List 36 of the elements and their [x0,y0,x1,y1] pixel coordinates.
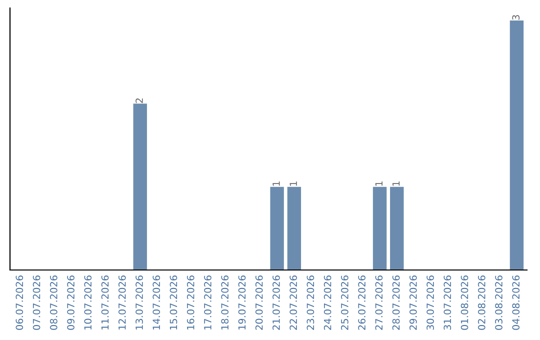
data-label: 2 [136,98,143,103]
x-tick-label: 07.07.2026 [32,275,40,330]
x-tick-label: 20.07.2026 [255,275,263,330]
x-tick-label: 14.07.2026 [152,275,160,330]
x-tick-label: 28.07.2026 [392,275,400,330]
x-tick-label: 01.08.2026 [460,275,468,330]
x-tick-label: 13.07.2026 [136,275,143,330]
x-tick-label: 12.07.2026 [118,275,126,330]
data-label: 1 [272,182,280,186]
data-label: 1 [290,182,297,186]
x-tick-label: 10.07.2026 [84,275,92,330]
x-tick-label: 29.07.2026 [409,275,417,330]
data-label: 1 [375,182,382,186]
x-tick-label: 30.07.2026 [426,275,434,330]
x-tick-label: 06.07.2026 [16,275,24,330]
x-tick-label: 02.08.2026 [478,275,486,330]
x-tick-label: 26.07.2026 [358,275,366,330]
x-tick-label: 08.07.2026 [50,275,58,330]
x-tick-label: 19.07.2026 [238,275,246,330]
x-tick-label: 31.07.2026 [444,275,452,330]
x-tick-label: 22.07.2026 [290,275,297,330]
x-tick-label: 16.07.2026 [186,275,194,330]
data-label: 1 [392,182,400,186]
x-tick-label: 23.07.2026 [306,275,314,330]
x-tick-label: 04.08.2026 [512,275,520,330]
x-tick-label: 03.08.2026 [495,275,502,330]
data-label: 3 [512,15,520,20]
x-tick-label: 11.07.2026 [101,275,109,330]
x-tick-label: 24.07.2026 [324,275,332,330]
x-tick-label: 09.07.2026 [67,275,74,330]
x-tick-label: 17.07.2026 [204,275,212,330]
x-tick-label: 21.07.2026 [272,275,280,330]
x-tick-label: 27.07.2026 [375,275,383,330]
x-tick-label: 15.07.2026 [170,275,178,330]
x-tick-label: 25.07.2026 [341,275,348,330]
x-tick-label: 18.07.2026 [221,275,229,330]
